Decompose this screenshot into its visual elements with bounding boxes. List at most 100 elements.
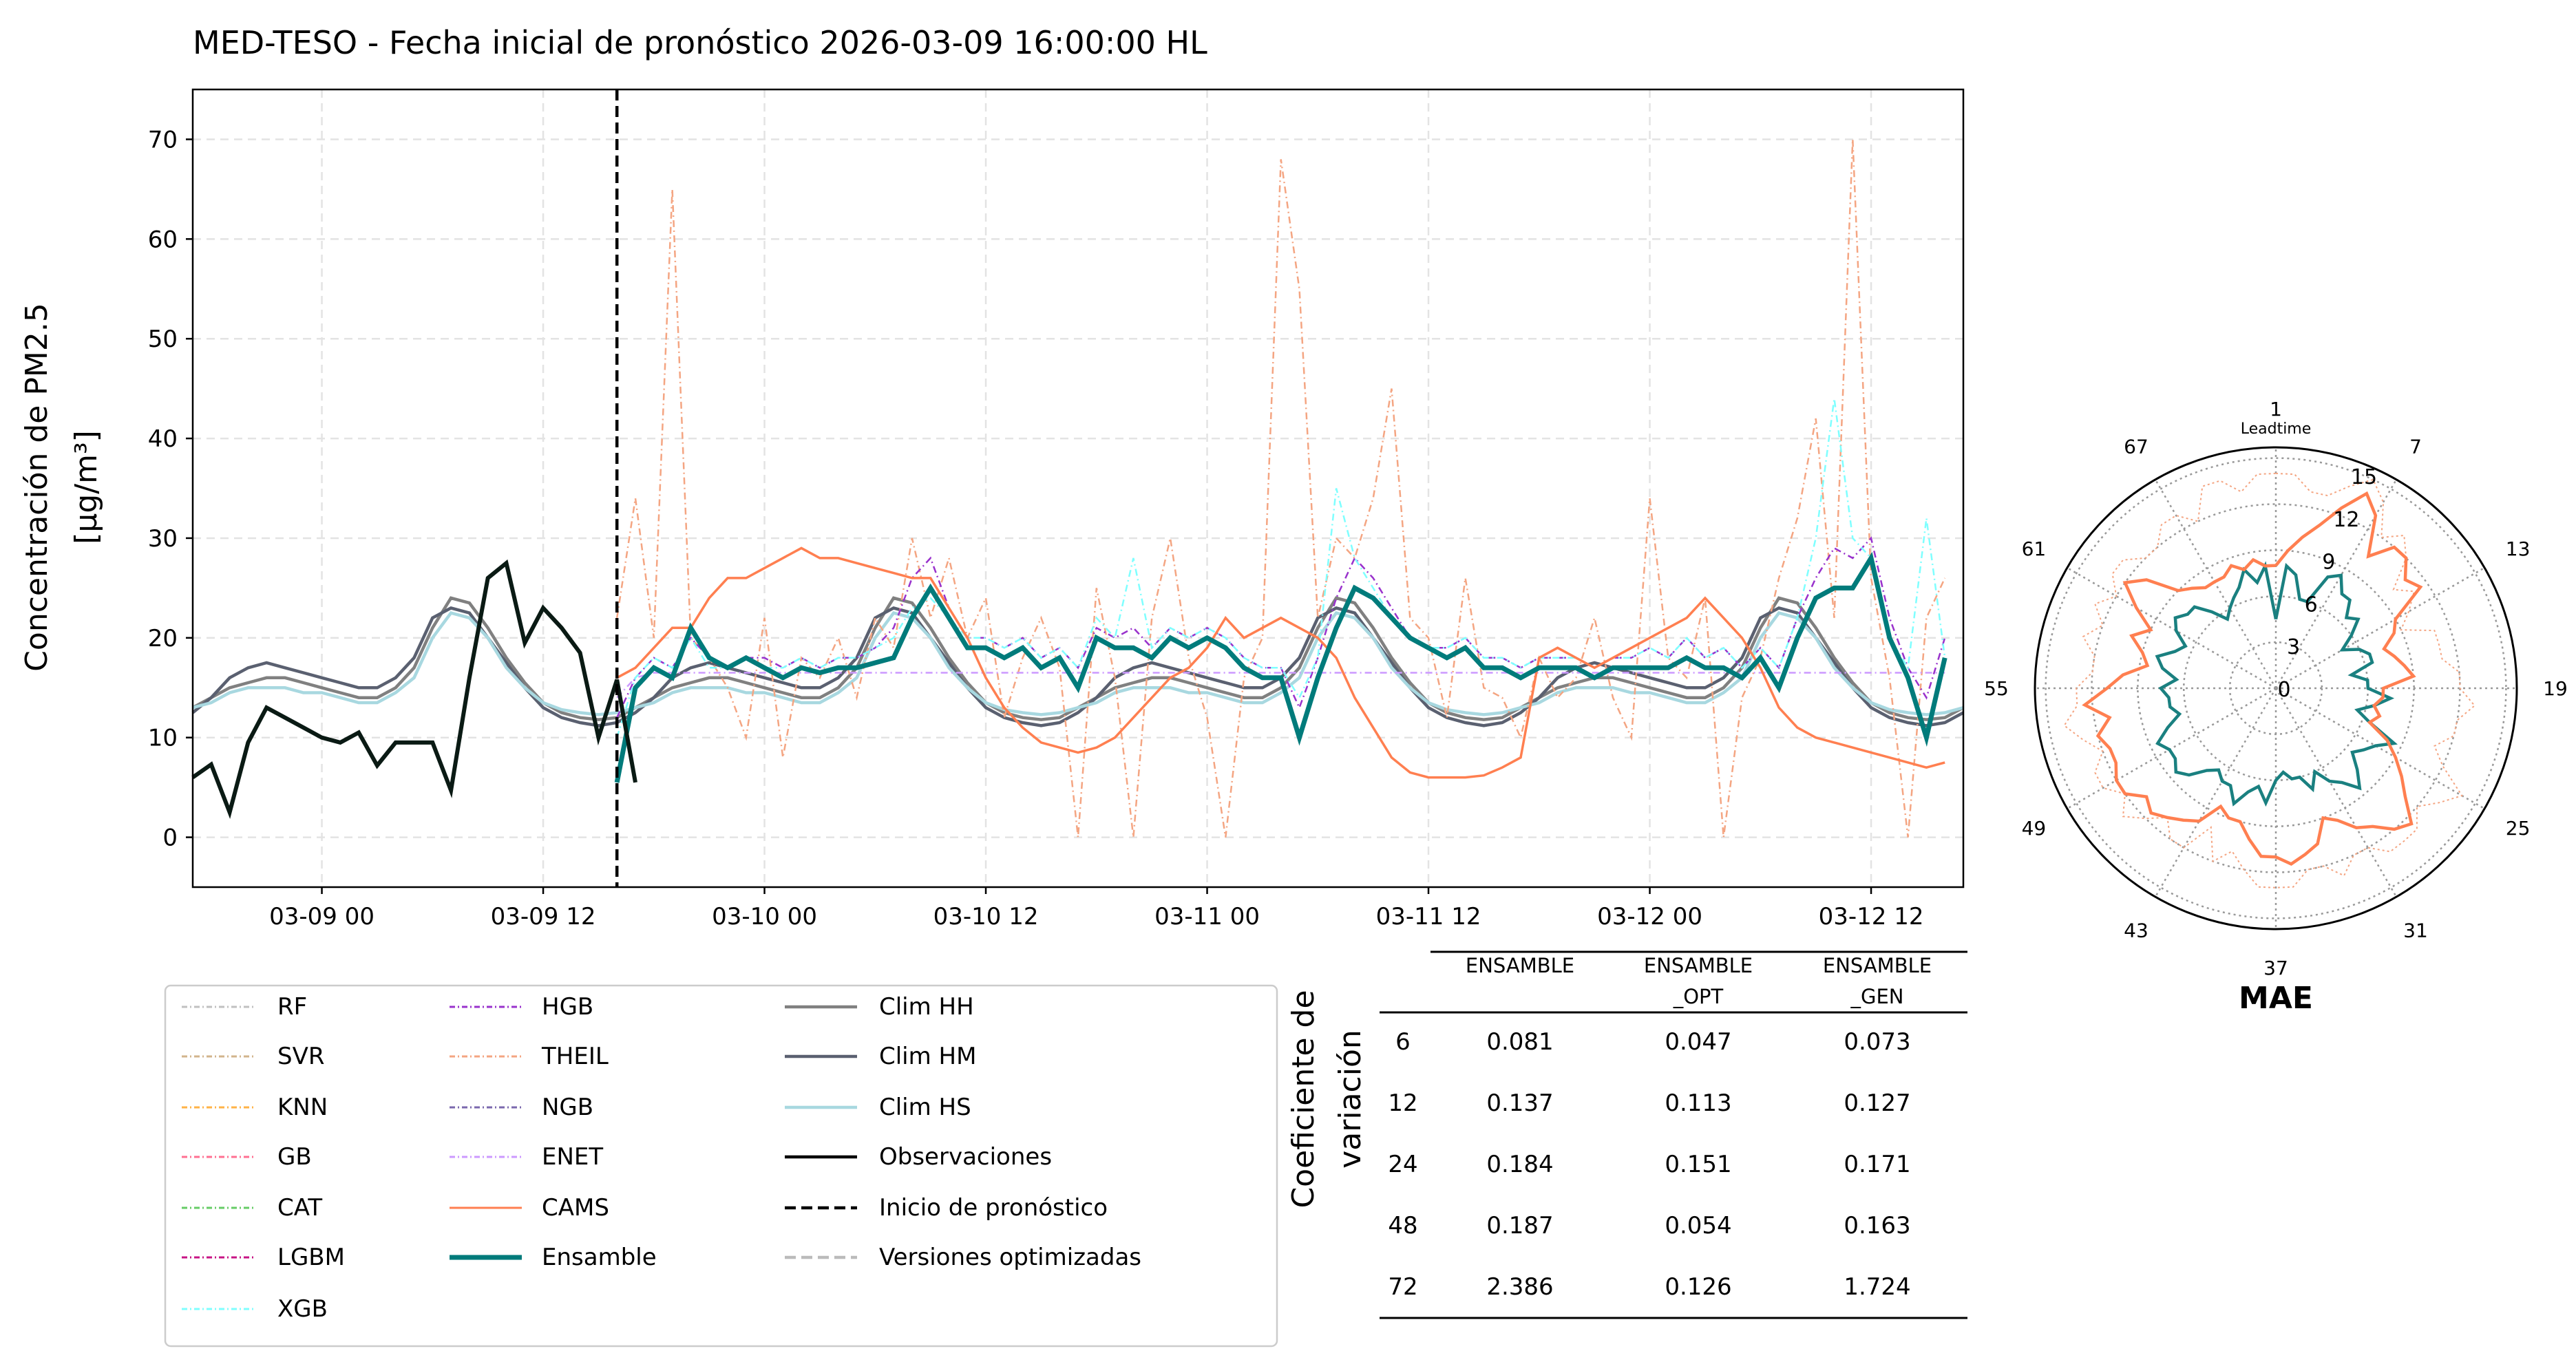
series-line-clim-hs	[192, 611, 1964, 716]
polar-theta-label: 1	[2270, 398, 2282, 421]
legend-item: SVR	[182, 1043, 324, 1070]
table-cell: 0.187	[1486, 1212, 1553, 1239]
legend-item: KNN	[182, 1094, 328, 1121]
polar-r-label: 6	[2305, 593, 2318, 617]
table-column-header: ENSAMBLE	[1823, 954, 1932, 977]
polar-theta-label: 55	[1984, 677, 2009, 700]
polar-grid-spoke	[2154, 688, 2277, 897]
table-row-lead: 12	[1388, 1089, 1417, 1117]
legend-label: Ensamble	[542, 1244, 657, 1271]
legend-label: Inicio de pronóstico	[879, 1194, 1108, 1222]
y-tick-label: 20	[148, 625, 178, 652]
series-line-ensamble	[614, 551, 1947, 783]
x-tick-label: 03-10 12	[933, 903, 1039, 930]
polar-theta-label: 43	[2124, 919, 2149, 942]
polar-mae-chart: 1 7 13 19 25 31 37 43 49 55 61 67 0 369 12 15 Leadtime MA…	[1984, 398, 2568, 1016]
legend-item: RF	[182, 993, 307, 1021]
legend-label: ENET	[542, 1143, 603, 1171]
polar-grid-spoke	[2275, 687, 2485, 810]
polar-grid-spoke	[2067, 687, 2277, 810]
table-row: 48 0.187 0.054 0.163	[1388, 1212, 1910, 1239]
legend-item: Versiones optimizadas	[785, 1244, 1141, 1271]
series-line-observaciones	[191, 559, 637, 820]
polar-theta-label: 7	[2409, 435, 2422, 458]
table-column-header: ENSAMBLE	[1644, 954, 1753, 977]
table-column-header: ENSAMBLE	[1466, 954, 1574, 977]
polar-grid-spoke	[2274, 479, 2398, 689]
legend-item: CAMS	[450, 1194, 609, 1222]
table-row-lead: 24	[1388, 1151, 1417, 1178]
x-tick-label: 03-12 12	[1819, 903, 1924, 930]
table-row: 72 2.386 0.126 1.724	[1388, 1273, 1910, 1301]
table-cell: 0.163	[1844, 1212, 1910, 1239]
y-axis-label-line1: Concentración de PM2.5	[19, 303, 54, 672]
legend-label: LGBM	[277, 1244, 345, 1271]
legend-label: SVR	[277, 1043, 324, 1070]
x-tick-label: 03-12 00	[1597, 903, 1702, 930]
table-cell: 0.047	[1665, 1028, 1731, 1056]
table-cell: 0.151	[1665, 1151, 1731, 1178]
legend-label: CAT	[277, 1194, 322, 1222]
legend-label: GB	[277, 1143, 312, 1171]
y-tick-label: 60	[148, 226, 178, 253]
table-row: 6 0.081 0.047 0.073	[1395, 1028, 1910, 1056]
legend-item: Clim HM	[785, 1043, 976, 1070]
polar-theta-label: 49	[2022, 817, 2047, 840]
legend-label: Versiones optimizadas	[879, 1244, 1141, 1271]
polar-r-label: 15	[2351, 465, 2377, 489]
polar-grid-spoke	[2274, 688, 2398, 897]
legend-label: THEIL	[541, 1043, 609, 1070]
polar-series-cams	[2082, 491, 2423, 866]
polar-theta-label: 37	[2263, 957, 2288, 979]
polar-outer-frame	[2034, 446, 2518, 930]
series-line-hgb	[616, 536, 1946, 719]
polar-theta-label: 61	[2022, 538, 2047, 560]
table-column-header-sub: _OPT	[1673, 985, 1724, 1008]
polar-grid-spoke	[2275, 566, 2485, 690]
axis-ticks: 0 10 20 30 40 50 60 70 03-09 00 03-09 12 03-10 00 0…	[148, 126, 1924, 930]
legend-item: Ensamble	[450, 1244, 657, 1271]
series-line-theil	[615, 139, 1946, 838]
legend-label: Clim HM	[879, 1043, 976, 1070]
table-cell: 0.137	[1486, 1089, 1553, 1117]
legend-item: HGB	[450, 993, 593, 1021]
polar-r-label: 9	[2322, 551, 2335, 575]
table-cell: 0.127	[1844, 1089, 1910, 1117]
polar-title: MAE	[2239, 981, 2313, 1016]
table-cell: 2.386	[1486, 1273, 1553, 1301]
y-tick-label: 30	[148, 525, 178, 553]
polar-grid-spoke	[2067, 566, 2277, 690]
polar-theta-label: 19	[2543, 677, 2568, 700]
series-line-xgb	[616, 398, 1946, 738]
y-tick-label: 40	[148, 425, 178, 453]
polar-theta-label: 31	[2403, 919, 2428, 942]
polar-theta-label: 67	[2124, 435, 2149, 458]
x-tick-label: 03-09 12	[491, 903, 596, 930]
table-row: 12 0.137 0.113 0.127	[1388, 1089, 1910, 1117]
y-tick-label: 10	[148, 725, 178, 752]
table-row: 24 0.184 0.151 0.171	[1388, 1151, 1910, 1178]
plot-area-frame	[191, 88, 1965, 889]
series-line-enet	[616, 672, 1945, 699]
series-line-cams	[616, 546, 1945, 779]
legend-box	[164, 984, 1278, 1348]
x-tick-label: 03-09 00	[269, 903, 374, 930]
legend-item: NGB	[450, 1094, 593, 1121]
table-row-lead: 48	[1388, 1212, 1417, 1239]
legend-item: ENET	[450, 1143, 603, 1171]
table-cell: 0.081	[1486, 1028, 1553, 1056]
polar-theta-label: 13	[2506, 538, 2531, 560]
legend-label: Clim HH	[879, 993, 974, 1021]
table-cell: 0.113	[1665, 1089, 1731, 1117]
table-cell: 0.126	[1665, 1273, 1731, 1301]
chart-title: MED-TESO - Fecha inicial de pronóstico 2…	[193, 24, 1207, 61]
table-column-header-sub: _GEN	[1850, 985, 1904, 1008]
legend-label: RF	[277, 993, 307, 1021]
cv-table: Coeficiente de variación ENSAMBLE ENSAMBL…	[1286, 950, 1967, 1319]
x-tick-label: 03-10 00	[712, 903, 817, 930]
legend-label: CAMS	[542, 1194, 609, 1222]
table-row-lead: 6	[1395, 1028, 1411, 1056]
legend-item: Clim HS	[785, 1094, 971, 1121]
y-axis-label-line2: [μg/m³]	[69, 430, 104, 544]
